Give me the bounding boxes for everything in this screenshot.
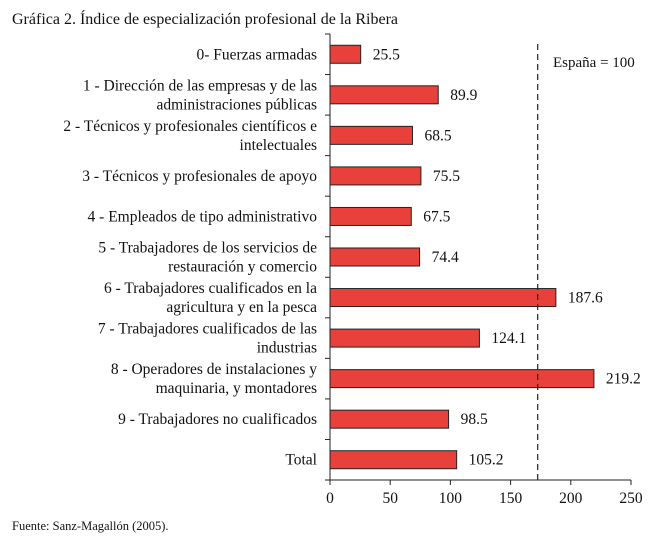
bar	[329, 450, 458, 470]
x-tick-label: 250	[619, 490, 643, 507]
bar	[329, 247, 421, 267]
bar-value-label: 68.5	[424, 127, 451, 144]
category-label: 0- Fuerzas armadas	[196, 46, 317, 63]
bar	[329, 166, 422, 186]
category-labels: 0- Fuerzas armadas 1 - Dirección de las e…	[63, 33, 330, 481]
category-label: 3 - Técnicos y profesionales de apoyo	[82, 168, 317, 185]
bar	[329, 409, 450, 429]
category-label: 6 - Trabajadores cualificados en la agric…	[104, 280, 317, 316]
category-label: 2 - Técnicos y profesionales científicos…	[63, 118, 317, 154]
bar-value-label: 124.1	[491, 330, 526, 347]
bar	[329, 288, 557, 308]
bar-value-label: 75.5	[433, 168, 460, 185]
bar	[329, 85, 439, 105]
x-tick-label: 150	[499, 490, 523, 507]
bar	[329, 206, 412, 226]
x-tick-label: 0	[326, 490, 334, 507]
x-tick-label: 50	[382, 490, 398, 507]
bar	[329, 328, 480, 348]
bars	[329, 44, 595, 470]
bar-value-label: 105.2	[469, 452, 504, 469]
bar-value-label: 219.2	[606, 371, 641, 388]
x-tick-label: 200	[559, 490, 583, 507]
reference-line-label: España = 100	[553, 55, 635, 71]
source-note: Fuente: Sanz-Magallón (2005).	[12, 519, 169, 533]
value-labels: 25.5 89.9 68.5 75.5 67.5 74.4 187.6 124.1 219.2 9…	[373, 46, 641, 468]
bar	[329, 369, 595, 389]
x-tick-label: 100	[439, 490, 463, 507]
category-label: 7 - Trabajadores cualificados de las indu…	[98, 321, 317, 357]
bar	[329, 44, 362, 64]
bar-value-label: 25.5	[373, 46, 400, 63]
x-axis-ticks: 0 50 100 150 200 250	[326, 480, 643, 507]
category-label: Total	[285, 452, 317, 469]
category-label: 5 - Trabajadores de los servicios de rest…	[98, 240, 317, 276]
chart-title: Gráfica 2. Índice de especialización pro…	[12, 9, 398, 28]
category-label: 1 - Dirección de las empresas y de las ad…	[83, 77, 317, 113]
bar	[329, 125, 413, 145]
category-label: 8 - Operadores de instalaciones y maquina…	[111, 361, 317, 397]
bar-value-label: 187.6	[568, 290, 603, 307]
bar-value-label: 89.9	[450, 87, 477, 104]
bar-value-label: 98.5	[461, 411, 488, 428]
category-label: 4 - Empleados de tipo administrativo	[88, 208, 318, 225]
category-label: 9 - Trabajadores no cualificados	[118, 411, 317, 428]
bar-value-label: 67.5	[423, 208, 450, 225]
bar-value-label: 74.4	[432, 249, 459, 266]
